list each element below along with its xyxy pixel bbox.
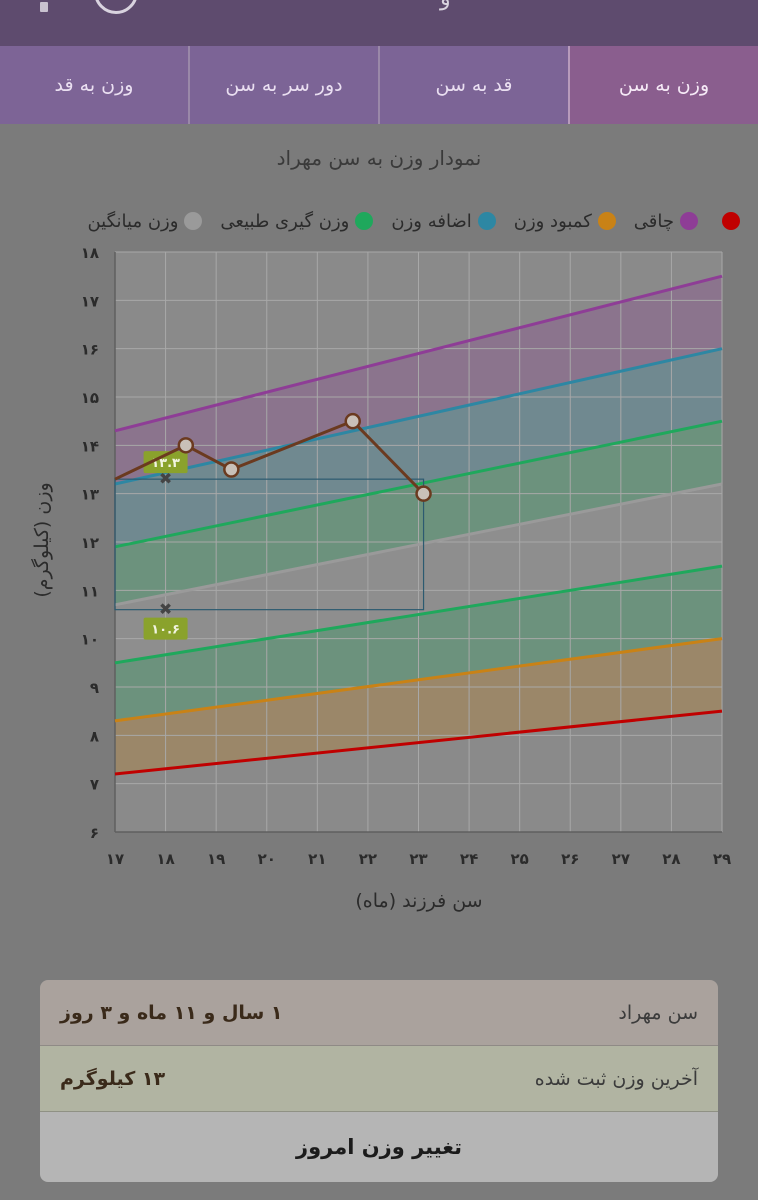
- y-tick-label: ۱۶: [81, 341, 99, 359]
- y-tick-label: ۱۳: [81, 486, 99, 504]
- range-box: [114, 478, 425, 611]
- band-line: [114, 274, 723, 433]
- legend-item[interactable]: کمبود وزن: [514, 211, 616, 232]
- legend-dot-icon: [722, 212, 740, 230]
- range-marker-icon: ✖: [159, 600, 172, 619]
- band-line: [114, 482, 723, 607]
- y-axis-label: وزن (کیلوگرم): [31, 482, 53, 598]
- menu-dots-icon[interactable]: [40, 2, 48, 12]
- legend-dot-icon: [597, 212, 616, 230]
- tab-head-age[interactable]: دور سر به سن: [188, 46, 378, 124]
- y-tick-label: ۱۸: [81, 244, 99, 262]
- change-weight-button[interactable]: تغییر وزن امروز: [40, 1112, 718, 1182]
- band-line: [114, 709, 723, 776]
- y-tick-label: ۸: [90, 727, 99, 745]
- weight-label: آخرین وزن ثبت شده: [534, 1067, 698, 1090]
- x-tick-label: ۱۷: [106, 850, 124, 868]
- header-title: و: [440, 0, 451, 11]
- info-card: سن مهراد ۱ سال و ۱۱ ماه و ۳ روز آخرین وز…: [40, 980, 718, 1182]
- weight-point: [223, 461, 240, 478]
- y-tick-label: ۹: [90, 679, 99, 697]
- y-tick-label: ۱۴: [81, 437, 99, 455]
- x-tick-label: ۲۷: [612, 850, 630, 868]
- tab-weight-age[interactable]: وزن به سن: [568, 46, 758, 124]
- age-row: سن مهراد ۱ سال و ۱۱ ماه و ۳ روز: [40, 980, 718, 1046]
- x-axis-label: سن فرزند (ماه): [355, 890, 483, 912]
- x-tick-label: ۲۴: [460, 850, 478, 868]
- tab-height-age[interactable]: قد به سن: [378, 46, 568, 124]
- y-tick-label: ۱۱: [81, 582, 99, 600]
- legend-item[interactable]: وزن گیری طبیعی: [220, 210, 374, 232]
- legend-label: وزن میانگین: [87, 210, 179, 232]
- range-label-box: [143, 451, 188, 474]
- range-marker-icon: ✖: [159, 469, 172, 488]
- x-tick-label: ۱۸: [156, 850, 174, 868]
- weight-point: [177, 437, 195, 454]
- range-label: ۱۰.۶: [151, 623, 180, 638]
- app-header: و: [0, 0, 758, 46]
- weight-point: [344, 412, 361, 430]
- age-label: سن مهراد: [618, 1001, 698, 1024]
- x-tick-label: ۱۹: [207, 850, 225, 868]
- x-tick-label: ۲۳: [409, 850, 427, 868]
- tab-bar: وزن به سن قد به سن دور سر به سن وزن به ق…: [0, 46, 758, 124]
- x-tick-label: ۲۰: [258, 850, 276, 868]
- legend-label: کمبود وزن: [513, 210, 592, 232]
- y-tick-label: ۱۷: [81, 292, 99, 310]
- weight-age-chart: ✖۱۳.۳✖۱۰.۶۱۷ ۱۸ ۱۹ ۲۰ ۲۱ ۲۲ ۲۳ ۲۴ ۲۵ ۲۶ ۲۷ ۲۸ ۲۹۶۷۸۹…: [81, 244, 731, 868]
- x-tick-label: ۲۱: [308, 850, 326, 868]
- x-tick-label: ۲۹: [713, 850, 731, 868]
- chart-title: نمودار وزن به سن مهراد: [276, 146, 482, 170]
- legend-label: وزن گیری طبیعی: [220, 210, 350, 232]
- legend-dot-icon: [184, 212, 203, 230]
- x-tick-label: ۲۶: [561, 850, 579, 868]
- legend-item[interactable]: اضافه وزن: [391, 210, 496, 232]
- legend-label: اضافه وزن: [391, 210, 472, 232]
- weight-value: ۱۳ کیلوگرم: [60, 1067, 166, 1090]
- legend-item[interactable]: وزن میانگین: [87, 210, 203, 232]
- band-line: [114, 637, 723, 723]
- info-icon[interactable]: [94, 0, 138, 14]
- weight-point: [415, 485, 432, 502]
- legend-dot-icon: [477, 212, 496, 230]
- tab-weight-height[interactable]: وزن به قد: [0, 46, 188, 124]
- y-tick-label: ۱۵: [81, 389, 99, 407]
- legend-dot-icon: [355, 212, 374, 230]
- weight-row: آخرین وزن ثبت شده ۱۳ کیلوگرم: [40, 1046, 718, 1112]
- age-value: ۱ سال و ۱۱ ماه و ۳ روز: [60, 1001, 283, 1024]
- chart-legend: چاقی کمبود وزن اضافه وزن وزن گیری طبیعی وزن …: [0, 206, 740, 236]
- y-tick-label: ۶: [90, 824, 99, 842]
- y-tick-label: ۷: [90, 776, 99, 794]
- band-line: [114, 419, 723, 549]
- x-tick-label: ۲۲: [359, 850, 377, 868]
- x-tick-label: ۲۵: [511, 850, 529, 868]
- band-line: [114, 564, 723, 665]
- range-label-box: [143, 617, 188, 640]
- legend-item[interactable]: [716, 212, 740, 230]
- legend-item[interactable]: چاقی: [634, 211, 698, 232]
- y-tick-label: ۱۲: [81, 534, 99, 552]
- legend-label: چاقی: [633, 210, 674, 232]
- legend-dot-icon: [680, 212, 698, 230]
- x-tick-label: ۲۸: [662, 850, 680, 868]
- y-tick-label: ۱۰: [81, 631, 99, 649]
